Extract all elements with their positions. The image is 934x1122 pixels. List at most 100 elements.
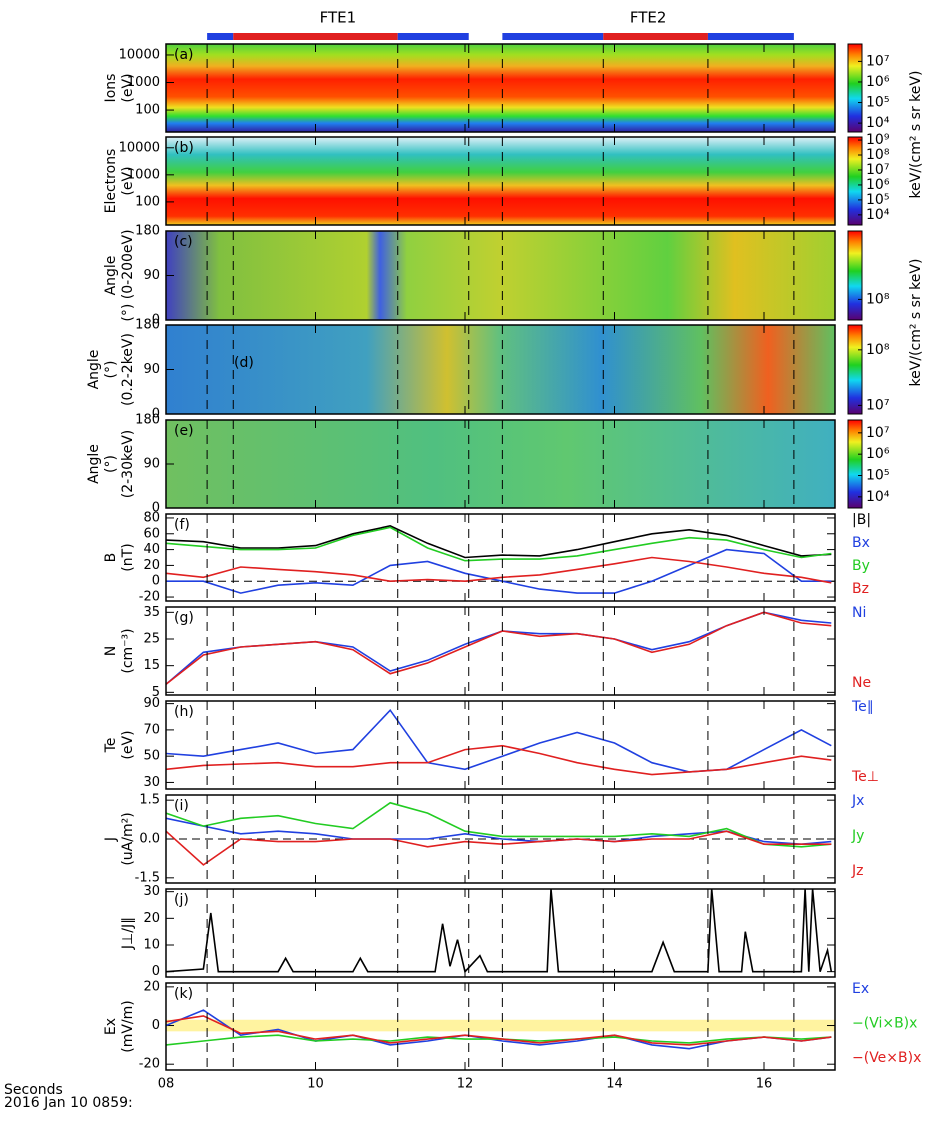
- y-axis-label: (eV): [120, 730, 136, 759]
- spectrogram: [166, 231, 835, 320]
- colorbar-tick-label: 10⁴: [866, 207, 890, 223]
- legend-entry: Ex: [852, 981, 869, 997]
- legend-entry: Jz: [851, 863, 863, 879]
- y-tick-label: 1000: [127, 167, 160, 182]
- x-axis-label: Seconds: [4, 1082, 63, 1098]
- panel-frame: [165, 513, 836, 602]
- y-axis-label: Ex: [103, 1018, 119, 1035]
- panel-letter: (b): [174, 140, 194, 156]
- colorbar: [847, 43, 863, 133]
- y-axis-label: (0.2-2keV): [120, 333, 136, 406]
- y-tick-label: 15: [143, 658, 160, 673]
- series-line: [166, 525, 832, 559]
- panel-frame: [165, 43, 836, 133]
- x-tick-label: 10: [307, 1077, 324, 1092]
- y-tick-label: 10000: [119, 140, 160, 155]
- legend-entry: Ni: [852, 605, 866, 621]
- colorbar-tick-label: 10⁸: [866, 147, 890, 163]
- colorbar-tick-label: 10⁷: [866, 162, 889, 178]
- colorbar-tick-label: 10⁵: [866, 192, 889, 208]
- y-tick-label: 100: [135, 103, 160, 118]
- interval-label: FTE1: [320, 9, 357, 27]
- y-axis-label: Angle: [103, 256, 119, 296]
- y-tick-label: -20: [139, 590, 160, 605]
- series-line: [166, 611, 832, 685]
- panel-letter: (g): [174, 610, 194, 626]
- x-tick-label: 16: [756, 1077, 773, 1092]
- colorbar-units: keV/(cm² s sr keV): [908, 259, 924, 387]
- y-axis-label: J: [103, 837, 119, 842]
- interval-bar: [397, 33, 469, 40]
- y-tick-label: 5: [152, 685, 160, 700]
- panel-frame: [165, 700, 836, 790]
- y-axis-label: (eV): [120, 166, 136, 195]
- y-tick-label: 90: [143, 268, 160, 283]
- y-tick-label: 20: [143, 558, 160, 573]
- panel-letter: (h): [174, 704, 194, 720]
- colorbar-tick-label: 10⁷: [866, 53, 889, 69]
- colorbar-tick-label: 10⁴: [866, 115, 890, 131]
- y-tick-label: 25: [143, 632, 160, 647]
- x-axis-label: 2016 Jan 10 0859:: [4, 1095, 133, 1111]
- spectrogram: [166, 44, 835, 132]
- y-tick-label: 1000: [127, 75, 160, 90]
- y-tick-label: 90: [143, 696, 160, 711]
- panel-frame: [165, 982, 836, 1071]
- y-tick-label: 20: [143, 911, 160, 926]
- y-tick-label: 180: [135, 224, 160, 239]
- y-tick-label: 0: [152, 1018, 160, 1033]
- legend-entry: Te∥: [851, 699, 874, 715]
- y-tick-label: 0: [152, 964, 160, 979]
- spectrogram: [166, 137, 835, 225]
- legend-entry: Te⊥: [851, 769, 879, 785]
- legend-entry: Jy: [851, 828, 864, 844]
- y-tick-label: 35: [143, 605, 160, 620]
- interval-bar: [233, 33, 398, 40]
- y-axis-label: Angle: [86, 444, 102, 484]
- colorbar-tick-label: 10⁴: [866, 489, 890, 505]
- y-tick-label: 70: [143, 722, 160, 737]
- colorbar-tick-label: 10⁶: [866, 177, 890, 193]
- panel-letter: (d): [234, 355, 254, 371]
- colorbar-tick-label: 10⁵: [866, 95, 889, 111]
- colorbar-tick-label: 10⁷: [866, 425, 889, 441]
- y-tick-label: 90: [143, 362, 160, 377]
- y-axis-label: B: [103, 553, 119, 563]
- y-axis-label: (eV): [120, 73, 136, 102]
- y-axis-label: J⊥/J∥: [120, 917, 136, 950]
- y-tick-label: 40: [143, 542, 160, 557]
- y-axis-label: Ions: [103, 74, 119, 103]
- y-tick-label: 50: [143, 749, 160, 764]
- panel-letter: (i): [174, 798, 189, 814]
- spectrogram: [166, 325, 835, 414]
- colorbar: [847, 136, 863, 226]
- y-axis-label: Electrons: [103, 149, 119, 214]
- legend-entry: By: [852, 558, 870, 574]
- interval-bar: [603, 33, 708, 40]
- series-line: [166, 556, 832, 584]
- legend-entry: Bz: [852, 581, 869, 597]
- y-axis-label: (°): [103, 361, 119, 379]
- legend-entry: Bx: [852, 535, 870, 551]
- y-axis-label: (nT): [120, 543, 136, 571]
- legend-entry: |B|: [852, 512, 871, 528]
- shaded-band: [166, 1019, 835, 1032]
- y-tick-label: -1.5: [135, 870, 160, 885]
- y-tick-label: 80: [143, 510, 160, 525]
- legend-entry: −(Ve×B)x: [852, 1050, 921, 1066]
- spectrogram: [166, 420, 835, 508]
- y-axis-label: (°) (0-200eV): [120, 229, 136, 321]
- y-tick-label: 180: [135, 413, 160, 428]
- colorbar-tick-label: 10⁵: [866, 468, 889, 484]
- x-tick-label: 14: [606, 1077, 623, 1092]
- colorbar-tick-label: 10⁸: [866, 342, 890, 358]
- colorbar-tick-label: 10⁶: [866, 446, 890, 462]
- y-tick-label: 180: [135, 318, 160, 333]
- y-tick-label: 0: [152, 501, 160, 516]
- colorbar-tick-label: 10⁷: [866, 397, 889, 413]
- panel-frame: [165, 324, 836, 415]
- y-axis-label: N: [103, 646, 119, 656]
- y-tick-label: 0: [152, 407, 160, 422]
- panel-letter: (k): [174, 986, 193, 1002]
